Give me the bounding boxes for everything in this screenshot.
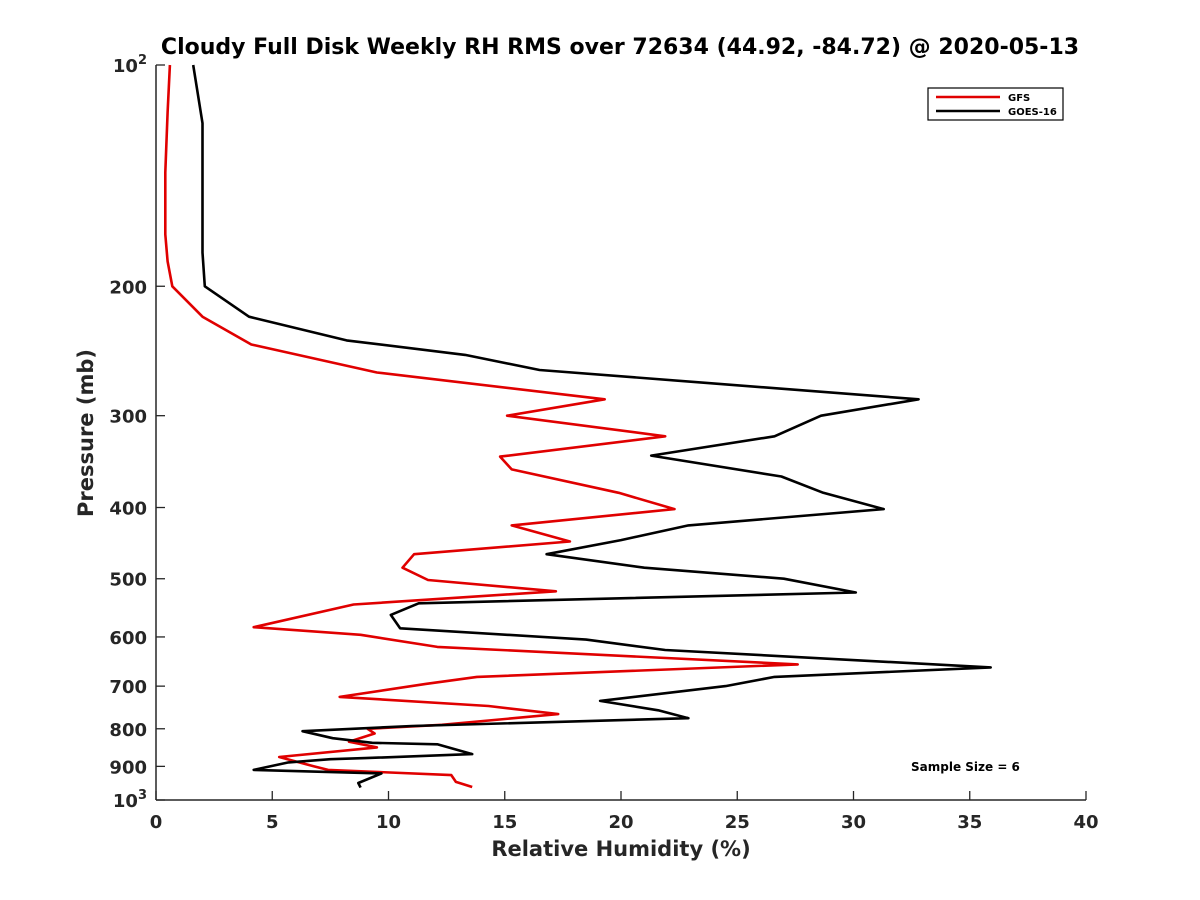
y-tick-label: 500 (109, 570, 147, 591)
y-tick-label: 800 (109, 720, 147, 741)
x-tick-label: 15 (492, 812, 517, 833)
chart-title: Cloudy Full Disk Weekly RH RMS over 7263… (161, 35, 1079, 60)
legend-box (927, 87, 1064, 121)
y-tick-label: 102 (113, 53, 147, 77)
plot-area (164, 64, 992, 789)
sample-size-annotation: Sample Size = 6 (911, 760, 1020, 774)
y-tick-label: 900 (109, 757, 147, 778)
x-tick-label: 30 (841, 812, 866, 833)
x-tick-label: 40 (1073, 812, 1098, 833)
y-tick-label: 400 (109, 499, 147, 520)
x-tick-label: 35 (957, 812, 982, 833)
x-tick-label: 10 (376, 812, 401, 833)
y-tick-label: 103 (113, 788, 147, 812)
y-tick-label: 700 (109, 677, 147, 698)
x-axis-label: Relative Humidity (%) (491, 837, 750, 861)
legend-label-gfs: GFS (1008, 93, 1030, 104)
y-axis-ticks: 102 200 300 400 500 600 700 800 900 103 (109, 53, 165, 812)
x-axis-ticks: 0 5 10 15 20 25 30 35 40 (150, 791, 1099, 833)
y-tick-label: 600 (109, 628, 147, 649)
y-tick-label: 300 (109, 407, 147, 428)
series-line-goes16 (191, 64, 992, 789)
x-tick-label: 0 (150, 812, 163, 833)
x-tick-label: 5 (266, 812, 279, 833)
series-line-gfs (164, 64, 799, 789)
x-tick-label: 20 (608, 812, 633, 833)
x-tick-label: 25 (725, 812, 750, 833)
legend: GFS GOES-16 (927, 87, 1064, 121)
y-axis-label: Pressure (mb) (74, 349, 98, 517)
y-tick-label: 200 (109, 277, 147, 298)
legend-label-goes16: GOES-16 (1008, 107, 1057, 118)
